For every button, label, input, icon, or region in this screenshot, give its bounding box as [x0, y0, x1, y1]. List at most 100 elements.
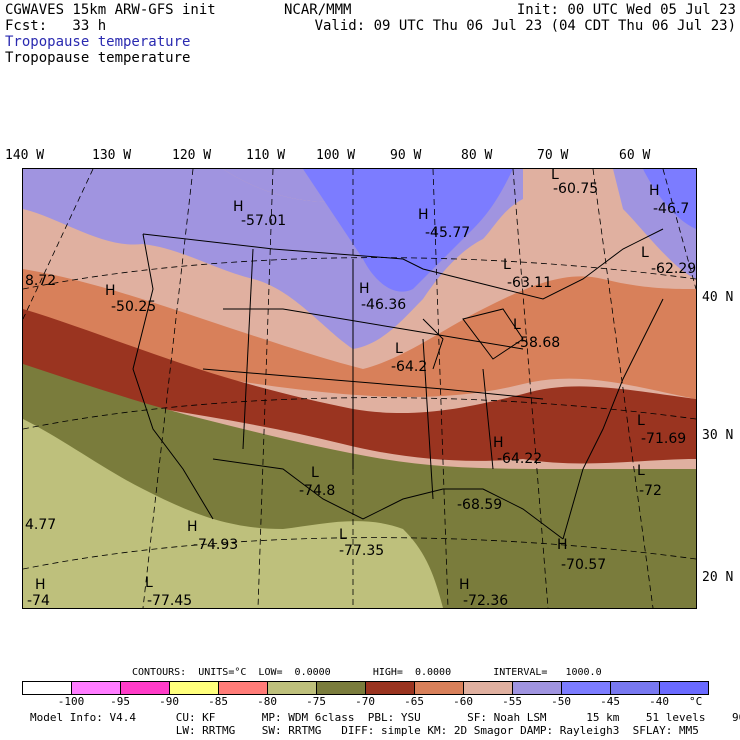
color-bar-tick-label: -85 — [208, 695, 228, 708]
model-info-line-2: LW: RRTMG SW: RRTMG DIFF: simple KM: 2D … — [30, 724, 699, 737]
lon-label: 130 W — [92, 148, 132, 163]
color-bar-tick-label: -100 — [57, 695, 85, 708]
lat-label: 20 N — [702, 570, 734, 585]
color-bar-swatch — [366, 682, 415, 694]
color-bar — [22, 681, 709, 695]
band-minus-45 — [303, 169, 513, 292]
forecast-hour: Fcst: 33 h — [5, 18, 107, 34]
map-label-high: H — [233, 199, 244, 215]
lon-label: 70 W — [537, 148, 569, 163]
map-label-value: -46.36 — [361, 297, 406, 313]
band-minus-65 — [23, 309, 696, 464]
band-minus-45-east — [643, 169, 696, 229]
contours-info: CONTOURS: UNITS=°C LOW= 0.0000 HIGH= 0.0… — [132, 667, 602, 678]
lon-label: 120 W — [172, 148, 212, 163]
map-label-low: L — [551, 169, 559, 183]
map-label-high: H — [35, 577, 46, 593]
map-label-high: H — [459, 577, 470, 593]
color-bar-swatch — [562, 682, 611, 694]
map-label-high: H — [493, 435, 504, 451]
color-bar-swatch — [121, 682, 170, 694]
color-bar-swatch — [513, 682, 562, 694]
color-bar-tick-label: -45 — [600, 695, 620, 708]
color-bar-tick-label: -40 — [649, 695, 669, 708]
map-label-value: -74.8 — [299, 483, 335, 499]
color-bar-swatch — [464, 682, 513, 694]
map-label-high: H — [187, 519, 198, 535]
map-label-low: L — [641, 245, 649, 261]
valid-time: Valid: 09 UTC Thu 06 Jul 23 (04 CDT Thu … — [314, 18, 736, 34]
map-label-value: -77.45 — [147, 593, 192, 608]
lat-label: 30 N — [702, 428, 734, 443]
color-bar-tick-label: -60 — [453, 695, 473, 708]
tropopause-temperature-map: H -57.01 H -45.77 L -60.75 H -46.7 L -62… — [22, 168, 697, 609]
lon-label: 100 W — [316, 148, 356, 163]
init-time: Init: 00 UTC Wed 05 Jul 23 — [516, 2, 736, 18]
map-label-low: L — [339, 527, 347, 543]
lon-label: 90 W — [390, 148, 422, 163]
map-label-low: L — [637, 413, 645, 429]
map-label-value: -70.57 — [561, 557, 606, 573]
map-label-value: -50.25 — [111, 299, 156, 315]
graticule — [23, 169, 696, 608]
map-label-high: H — [359, 281, 370, 297]
map-label-value: 8.72 — [25, 273, 56, 289]
lon-label: 110 W — [246, 148, 286, 163]
color-bar-tick-label: -70 — [355, 695, 375, 708]
map-label-value: -60.75 — [553, 181, 598, 197]
color-bar-tick-label: -50 — [551, 695, 571, 708]
band-minus-60 — [23, 269, 696, 399]
map-label-value: -72 — [639, 483, 662, 499]
map-label-value: -64.2 — [391, 359, 427, 375]
political-borders — [132, 228, 664, 540]
color-bar-swatch — [415, 682, 464, 694]
map-label-value: -62.29 — [651, 261, 696, 277]
map-label-value: -57.01 — [241, 213, 286, 229]
map-label-value: -68.59 — [457, 497, 502, 513]
color-bar-swatch — [23, 682, 72, 694]
color-bar-tick-label: -55 — [502, 695, 522, 708]
map-label-high: H — [105, 283, 116, 299]
lon-label: 80 W — [461, 148, 493, 163]
color-bar-tick-label: -75 — [306, 695, 326, 708]
lon-label: 140 W — [5, 148, 45, 163]
map-label-value: -45.77 — [425, 225, 470, 241]
map-label-value: -63.11 — [507, 275, 552, 291]
map-canvas: H -57.01 H -45.77 L -60.75 H -46.7 L -62… — [23, 169, 696, 608]
map-label-high: H — [557, 537, 568, 553]
color-bar-unit: °C — [689, 695, 703, 708]
map-label-value: -71.69 — [641, 431, 686, 447]
map-label-low: L — [311, 465, 319, 481]
map-label-value: -74 — [27, 593, 50, 608]
color-bar-swatch — [72, 682, 121, 694]
model-title: CGWAVES 15km ARW-GFS init — [5, 2, 216, 18]
map-label-low: L — [395, 341, 403, 357]
map-label-value: -46.7 — [653, 201, 689, 217]
map-label-high: H — [649, 183, 660, 199]
color-bar-tick-label: -90 — [159, 695, 179, 708]
lat-label: 40 N — [702, 290, 734, 305]
color-bar-tick-label: -95 — [110, 695, 130, 708]
map-label-low: L — [637, 463, 645, 479]
color-bar-swatch — [611, 682, 660, 694]
map-label-value: -58.68 — [515, 335, 560, 351]
field-title-1: Tropopause temperature — [5, 34, 191, 50]
color-bar-swatch — [219, 682, 268, 694]
band-minus-75 — [23, 419, 443, 608]
map-label-value: -72.36 — [463, 593, 508, 608]
map-label-value: -74.93 — [193, 537, 238, 553]
map-label-value: -77.35 — [339, 543, 384, 559]
color-bar-swatch — [170, 682, 219, 694]
color-bar-swatch — [268, 682, 317, 694]
map-label-high: H — [418, 207, 429, 223]
model-info-line-1: Model Info: V4.4 CU: KF MP: WDM 6class P… — [30, 711, 740, 724]
color-bar-swatch — [317, 682, 366, 694]
map-label-low: L — [145, 575, 153, 591]
field-title-2: Tropopause temperature — [5, 50, 191, 66]
color-bar-tick-label: -65 — [404, 695, 424, 708]
map-label-low: L — [503, 257, 511, 273]
center-name: NCAR/MMM — [284, 2, 352, 18]
map-label-value: -64.22 — [497, 451, 542, 467]
color-bar-tick-label: -80 — [257, 695, 277, 708]
map-label-value: 4.77 — [25, 517, 56, 533]
